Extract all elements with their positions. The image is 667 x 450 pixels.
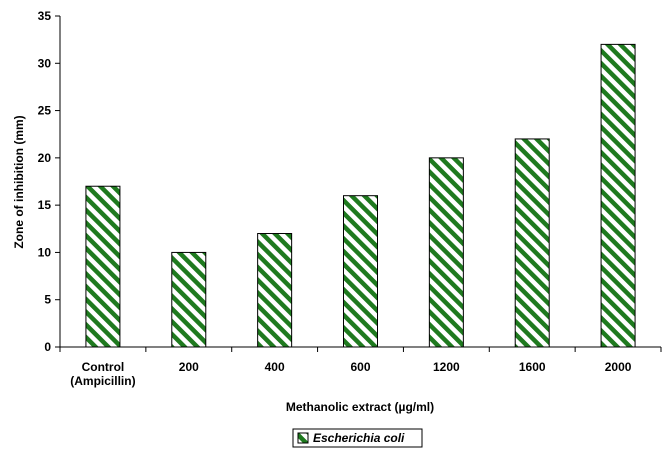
y-tick-label: 15 (38, 198, 52, 212)
y-tick-label: 0 (44, 340, 51, 354)
legend-label: Escherichia coli (313, 431, 405, 445)
x-tick-label: Control (82, 360, 125, 374)
bar (257, 233, 293, 348)
x-ticks: Control(Ampicillin) 200 400 600 1200 1600 2000 (59, 347, 662, 388)
bar (171, 251, 207, 348)
legend-box (292, 428, 423, 448)
x-tick-label: 1600 (519, 360, 546, 374)
y-tick-label: 30 (38, 56, 52, 70)
y-tick-label: 35 (38, 9, 52, 23)
x-tick-label: 1200 (433, 360, 460, 374)
y-tick-label: 20 (38, 151, 52, 165)
y-tick-label: 10 (38, 245, 52, 259)
bar (85, 185, 121, 348)
legend-swatch (297, 432, 309, 444)
bar (343, 195, 378, 348)
x-tick-label: 2000 (605, 360, 632, 374)
bars-layer (85, 43, 636, 348)
bar (428, 157, 464, 348)
x-axis-title: Methanolic extract (µg/ml) (286, 400, 434, 414)
x-tick-label: (Ampicillin) (70, 374, 135, 388)
x-tick-label: 200 (179, 360, 199, 374)
x-tick-label: 600 (350, 360, 370, 374)
y-axis-title: Zone of inhibition (mm) (12, 115, 26, 248)
x-tick-label: 400 (265, 360, 285, 374)
legend: Escherichia coli (292, 428, 423, 448)
y-tick-label: 25 (38, 104, 52, 118)
y-ticks: 0 5 10 15 20 25 30 35 (38, 9, 60, 354)
y-tick-label: 5 (44, 293, 51, 307)
bar (514, 138, 550, 348)
bar (600, 43, 636, 348)
